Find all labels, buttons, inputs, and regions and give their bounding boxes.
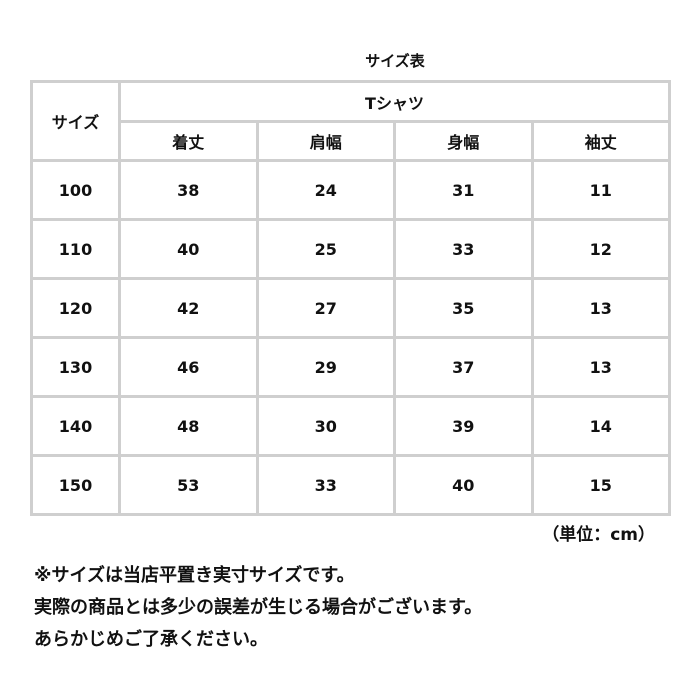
size-cell: 140 [30, 395, 121, 457]
size-header: サイズ [30, 80, 121, 162]
value-cell: 33 [255, 454, 396, 516]
notes: ※サイズは当店平置き実寸サイズです。 実際の商品とは多少の誤差が生じる場合がござ… [34, 560, 482, 656]
table-row: 120 42 27 35 13 [30, 277, 671, 339]
chart-title: サイズ表 [365, 52, 425, 70]
note-line: 実際の商品とは多少の誤差が生じる場合がございます。 [34, 597, 483, 618]
note-line: ※サイズは当店平置き実寸サイズです。 [34, 565, 355, 586]
value-cell: 15 [530, 454, 671, 516]
column-header: 着丈 [118, 120, 259, 162]
note-line: あらかじめご了承ください。 [34, 629, 268, 650]
table-row: 140 48 30 39 14 [30, 395, 671, 457]
value-cell: 31 [393, 159, 534, 221]
column-header: 袖丈 [530, 120, 671, 162]
size-cell: 110 [30, 218, 121, 280]
value-cell: 53 [118, 454, 259, 516]
column-header: 肩幅 [255, 120, 396, 162]
value-cell: 33 [393, 218, 534, 280]
value-cell: 40 [118, 218, 259, 280]
value-cell: 46 [118, 336, 259, 398]
table-row: 150 53 33 40 15 [30, 454, 671, 516]
value-cell: 13 [530, 277, 671, 339]
value-cell: 14 [530, 395, 671, 457]
size-cell: 130 [30, 336, 121, 398]
table-row: 110 40 25 33 12 [30, 218, 671, 280]
value-cell: 13 [530, 336, 671, 398]
size-cell: 150 [30, 454, 121, 516]
unit-label: （単位：cm） [542, 525, 655, 545]
table-row: 100 38 24 31 11 [30, 159, 671, 221]
value-cell: 42 [118, 277, 259, 339]
value-cell: 29 [255, 336, 396, 398]
size-cell: 100 [30, 159, 121, 221]
value-cell: 48 [118, 395, 259, 457]
size-table: サイズ Tシャツ 着丈 肩幅 身幅 袖丈 100 38 24 31 11 110 40 25 3… [30, 80, 671, 516]
group-header: Tシャツ [118, 80, 671, 123]
value-cell: 40 [393, 454, 534, 516]
value-cell: 30 [255, 395, 396, 457]
value-cell: 35 [393, 277, 534, 339]
value-cell: 24 [255, 159, 396, 221]
value-cell: 38 [118, 159, 259, 221]
value-cell: 27 [255, 277, 396, 339]
value-cell: 25 [255, 218, 396, 280]
column-header: 身幅 [393, 120, 534, 162]
value-cell: 39 [393, 395, 534, 457]
size-cell: 120 [30, 277, 121, 339]
value-cell: 11 [530, 159, 671, 221]
table-row: 130 46 29 37 13 [30, 336, 671, 398]
value-cell: 37 [393, 336, 534, 398]
value-cell: 12 [530, 218, 671, 280]
